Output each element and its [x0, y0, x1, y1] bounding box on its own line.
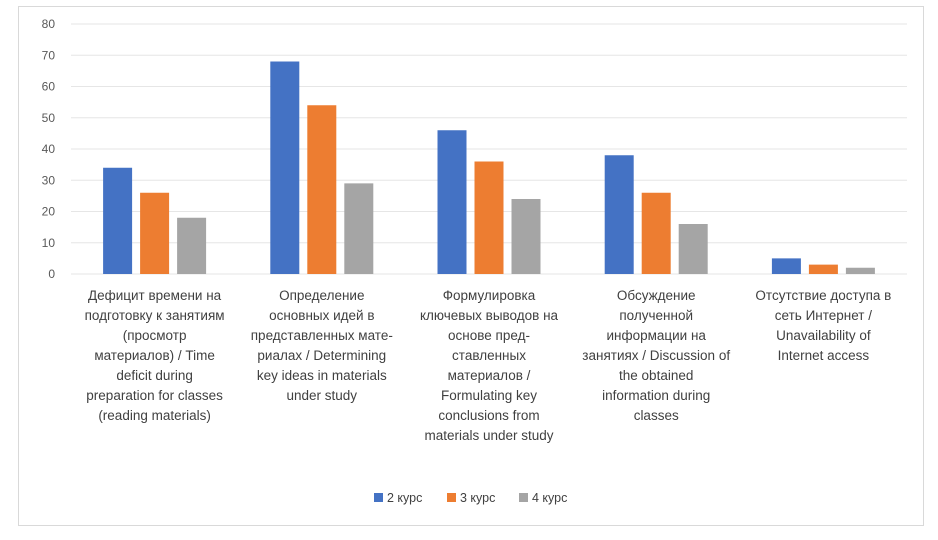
- x-category-label: Дефицит времени на подготовку к занятиям (…: [85, 288, 225, 423]
- x-category-label-line: основе пред-: [448, 328, 530, 343]
- x-category-label-line: deficit during: [116, 368, 193, 383]
- x-category-label-line: риалах / Determining: [257, 348, 386, 363]
- x-category-label-line: under study: [287, 388, 358, 403]
- x-category-label-line: подготовку к занятиям: [85, 308, 225, 323]
- y-tick-label: 80: [42, 17, 56, 31]
- y-tick-label: 0: [48, 267, 55, 281]
- y-tick-label: 50: [42, 111, 56, 125]
- bar-0-2: [177, 217, 207, 274]
- x-category-label-line: information during: [602, 388, 710, 403]
- x-category-label-line: полученной: [619, 308, 693, 323]
- x-category-label-line: Отсутствие доступа в: [755, 288, 891, 303]
- y-tick-label: 20: [42, 205, 56, 219]
- bar-1-1: [307, 105, 337, 274]
- bar-4-1: [808, 264, 838, 274]
- x-category-label: Отсутствие доступа в сеть Интернет / Unava…: [755, 288, 891, 363]
- x-category-label: Обсуждение полученной информации на занятия…: [582, 288, 730, 423]
- bar-4-2: [845, 267, 875, 274]
- bar-3-2: [678, 224, 708, 274]
- y-tick-label: 60: [42, 80, 56, 94]
- chart-frame: 0 10 20 30 40 50 60 70 80 Дефицит времени на подг…: [18, 6, 924, 526]
- bar-4-0: [771, 258, 801, 274]
- x-category-label-line: (просмотр: [123, 328, 187, 343]
- legend-swatch: [374, 493, 383, 502]
- y-tick-label: 70: [42, 48, 56, 62]
- x-category-label-line: Дефицит времени на: [88, 288, 222, 303]
- x-category-label-line: занятиях / Discussion of: [582, 348, 730, 363]
- legend-swatch: [519, 493, 528, 502]
- x-category-label-line: Определение: [279, 288, 364, 303]
- bar-1-0: [270, 61, 300, 274]
- bar-chart: 0 10 20 30 40 50 60 70 80 Дефицит времени на подг…: [42, 17, 907, 505]
- x-category-label-line: материалов /: [448, 368, 531, 383]
- legend-label: 3 курс: [460, 491, 495, 505]
- x-category-label-line: Internet access: [778, 348, 870, 363]
- gridlines: [71, 23, 907, 275]
- bar-3-1: [641, 192, 671, 274]
- bar-2-2: [511, 199, 541, 274]
- x-category-label-line: ключевых выводов на: [420, 308, 559, 323]
- y-tick-label: 10: [42, 236, 56, 250]
- bar-0-1: [140, 192, 170, 274]
- bar-2-1: [474, 161, 504, 274]
- legend: 2 курс 3 курс 4 курс: [374, 491, 567, 505]
- x-category-label-line: (reading materials): [98, 408, 211, 423]
- x-category-label-line: Formulating key: [441, 388, 537, 403]
- x-category-label-line: сеть Интернет /: [775, 308, 872, 323]
- x-category-label-line: the obtained: [619, 368, 693, 383]
- y-tick-label: 30: [42, 173, 56, 187]
- legend-swatch: [447, 493, 456, 502]
- legend-label: 2 курс: [387, 491, 422, 505]
- x-category-label-line: key ideas in materials: [257, 368, 387, 383]
- x-category-label: Определение основных идей в представленных…: [251, 288, 393, 403]
- y-axis-ticks: 0 10 20 30 40 50 60 70 80: [42, 17, 56, 281]
- bar-3-0: [604, 155, 634, 274]
- bar-2-0: [437, 130, 467, 274]
- x-category-label: Формулировка ключевых выводов на основе пр…: [420, 288, 559, 443]
- x-category-label-line: информации на: [606, 328, 706, 343]
- x-category-label-line: materials under study: [424, 428, 553, 443]
- x-category-label-line: Unavailability of: [776, 328, 871, 343]
- bar-1-2: [344, 183, 374, 274]
- x-category-label-line: ставленных: [452, 348, 526, 363]
- y-tick-label: 40: [42, 142, 56, 156]
- x-category-label-line: Обсуждение: [617, 288, 696, 303]
- x-category-label-line: conclusions from: [438, 408, 539, 423]
- x-axis-categories: Дефицит времени на подготовку к занятиям (…: [85, 288, 892, 443]
- legend-label: 4 курс: [532, 491, 567, 505]
- x-category-label-line: основных идей в: [269, 308, 374, 323]
- x-category-label-line: Формулировка: [443, 288, 536, 303]
- x-category-label-line: представленных мате-: [251, 328, 393, 343]
- x-category-label-line: preparation for classes: [86, 388, 223, 403]
- bars: [103, 61, 875, 274]
- x-category-label-line: материалов) / Time: [94, 348, 215, 363]
- x-category-label-line: classes: [634, 408, 679, 423]
- bar-0-0: [103, 167, 133, 274]
